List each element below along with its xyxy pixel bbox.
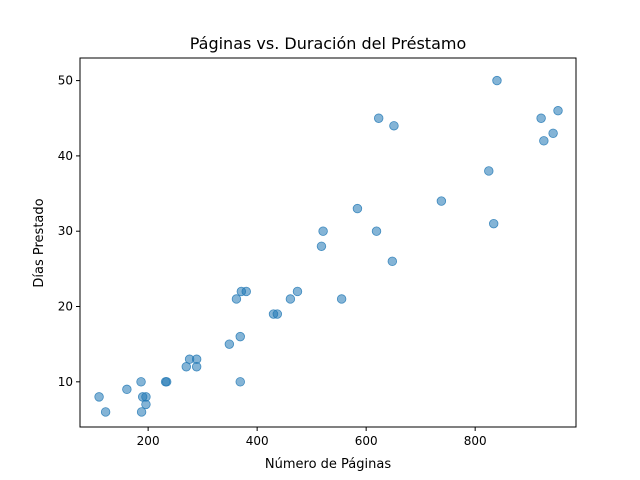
scatter-point xyxy=(224,339,235,349)
scatter-point xyxy=(94,392,104,402)
scatter-point xyxy=(122,384,132,395)
x-tick-label: 200 xyxy=(137,434,160,448)
y-axis-label: Días Prestado xyxy=(32,198,47,287)
plot-frame xyxy=(79,57,577,428)
scatter-point xyxy=(484,166,494,176)
scatter-point xyxy=(231,294,242,304)
scatter-point xyxy=(492,75,502,86)
scatter-point xyxy=(371,226,382,236)
scatter-point xyxy=(488,218,499,229)
y-tick-label: 10 xyxy=(58,375,73,389)
x-tick-label: 800 xyxy=(464,434,487,448)
y-tick-label: 30 xyxy=(58,224,73,238)
y-tick-label: 40 xyxy=(58,149,73,163)
scatter-point xyxy=(235,377,245,387)
scatter-point xyxy=(136,407,147,417)
y-tick-label: 50 xyxy=(58,74,73,88)
scatter-point xyxy=(235,331,245,342)
x-axis-ticks: 200 400 600 800 xyxy=(137,427,487,448)
scatter-point xyxy=(136,377,146,387)
scatter-point xyxy=(553,106,563,116)
scatter-point xyxy=(548,128,558,139)
scatter-point xyxy=(539,136,549,146)
scatter-point xyxy=(318,226,328,236)
scatter-point xyxy=(387,256,398,267)
scatter-point xyxy=(352,203,363,214)
scatter-point xyxy=(292,286,303,297)
y-axis-ticks: 10 20 30 40 50 xyxy=(58,74,80,389)
scatter-point xyxy=(436,196,447,206)
scatter-point xyxy=(536,113,546,123)
x-tick-label: 600 xyxy=(355,434,378,448)
points-layer xyxy=(94,75,563,417)
scatter-point xyxy=(141,399,151,410)
scatter-point xyxy=(272,309,283,319)
scatter-point xyxy=(241,286,251,297)
scatter-point xyxy=(389,121,399,131)
scatter-point xyxy=(373,113,384,123)
chart-title: Páginas vs. Duración del Préstamo xyxy=(190,34,467,53)
scatter-point xyxy=(161,377,172,387)
y-tick-label: 20 xyxy=(58,300,73,314)
x-axis-label: Número de Páginas xyxy=(265,457,391,472)
scatter-point xyxy=(285,294,296,304)
scatter-point xyxy=(316,241,327,251)
scatter-point xyxy=(336,294,347,304)
scatter-point xyxy=(100,407,111,417)
x-tick-label: 400 xyxy=(246,434,269,448)
scatter-point xyxy=(191,362,202,372)
